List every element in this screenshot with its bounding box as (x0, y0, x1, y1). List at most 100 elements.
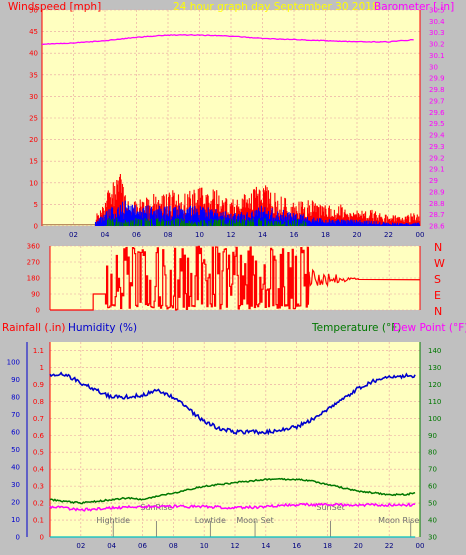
barometer-tick-label: 30.2 (429, 41, 445, 49)
wind-dir-tick-label: 0 (36, 307, 40, 315)
humidity-tick-label: 100 (7, 359, 20, 367)
wind-baro-x-tick-label: 12 (227, 231, 236, 239)
wind-baro-x-tick-label: 00 (416, 231, 425, 239)
astronomy-marker-label: Moon Set (236, 516, 273, 525)
temperature-tick-label: 70 (428, 466, 437, 474)
compass-west-label: W (434, 257, 445, 270)
astronomy-marker-label: Hightide (96, 516, 130, 525)
astronomy-marker-label: SunRise (140, 503, 172, 512)
windspeed-tick-label: 5 (34, 201, 38, 209)
temperature-tick-label: 50 (428, 500, 437, 508)
astronomy-marker-label: Lowtide (195, 516, 226, 525)
barometer-tick-label: 29.4 (429, 132, 445, 140)
barometer-tick-label: 29.7 (429, 97, 445, 105)
temperature-axis-title: Temperature (°F) (311, 322, 401, 334)
wind-baro-x-tick-label: 20 (353, 231, 362, 239)
barometer-tick-label: 29.6 (429, 109, 445, 117)
wind-dir-tick-label: 90 (31, 291, 40, 299)
windspeed-tick-label: 40 (29, 50, 38, 58)
barometer-tick-label: 29.1 (429, 166, 445, 174)
wind-baro-x-tick-label: 08 (164, 231, 173, 239)
windspeed-tick-label: 0 (34, 223, 38, 231)
wind-baro-x-tick-label: 06 (132, 231, 141, 239)
wind-baro-x-tick-label: 10 (195, 231, 204, 239)
wind-baro-x-tick-label: 18 (321, 231, 330, 239)
humidity-temp-x-tick-label: 18 (323, 542, 332, 550)
barometer-series (41, 34, 414, 45)
rainfall-axis-title: Rainfall (.in) (2, 322, 65, 334)
humidity-axis-title: Humidity (%) (68, 322, 137, 334)
barometer-tick-label: 28.9 (429, 188, 445, 196)
barometer-tick-label: 30.3 (429, 29, 445, 37)
rainfall-tick-label: 0 (40, 534, 44, 542)
barometer-tick-label: 29.8 (429, 86, 445, 94)
temperature-tick-label: 40 (428, 517, 437, 525)
humidity-series (49, 371, 416, 436)
barometer-tick-label: 29.5 (429, 120, 445, 128)
humidity-tick-label: 30 (11, 481, 20, 489)
wind-baro-x-tick-label: 14 (258, 231, 267, 239)
barometer-tick-label: 28.6 (429, 223, 445, 231)
humidity-tick-label: 90 (11, 376, 20, 384)
temperature-tick-label: 30 (428, 534, 437, 542)
barometer-tick-label: 29.2 (429, 154, 445, 162)
compass-north-label: N (434, 241, 442, 254)
rainfall-tick-label: 1.1 (33, 347, 44, 355)
temperature-tick-label: 140 (428, 347, 441, 355)
humidity-tick-label: 0 (16, 534, 20, 542)
dewpoint-axis-title: Dew Point (°F) (393, 322, 466, 334)
humidity-tick-label: 40 (11, 464, 20, 472)
wind-baro-x-tick-label: 02 (69, 231, 78, 239)
temperature-tick-label: 80 (428, 449, 437, 457)
wind-direction-series (50, 245, 421, 311)
windspeed-tick-label: 50 (29, 7, 38, 15)
temperature-tick-label: 90 (428, 432, 437, 440)
windspeed-tick-label: 15 (29, 158, 38, 166)
wind-baro-x-tick-label: 16 (290, 231, 299, 239)
humidity-temp-x-tick-label: 12 (231, 542, 240, 550)
barometer-tick-label: 30.4 (429, 18, 445, 26)
humidity-temp-x-tick-label: 16 (292, 542, 301, 550)
rainfall-tick-label: 0.4 (33, 466, 45, 474)
windspeed-tick-label: 45 (29, 28, 38, 36)
windspeed-tick-label: 10 (29, 179, 38, 187)
humidity-temp-x-tick-label: 14 (261, 542, 270, 550)
windspeed-axis-title: Windspeed [mph] (8, 1, 101, 13)
windspeed-tick-label: 30 (29, 93, 38, 101)
rainfall-tick-label: 1 (40, 364, 44, 372)
humidity-temp-x-tick-label: 04 (107, 542, 116, 550)
barometer-tick-label: 30 (429, 63, 438, 71)
chart-date-title: 24 hour graph day September 30 2018 (173, 1, 379, 13)
humidity-temp-x-tick-label: 20 (354, 542, 363, 550)
rainfall-tick-label: 0.3 (33, 483, 44, 491)
rainfall-tick-label: 0.6 (33, 432, 45, 440)
rainfall-tick-label: 0.7 (33, 415, 44, 423)
humidity-temp-x-tick-label: 00 (416, 542, 425, 550)
rainfall-tick-label: 0.8 (33, 398, 44, 406)
rainfall-tick-label: 0.9 (33, 381, 44, 389)
wind-baro-x-tick-label: 22 (384, 231, 393, 239)
rainfall-tick-label: 0.2 (33, 500, 44, 508)
barometer-tick-label: 30.5 (429, 7, 445, 15)
humidity-tick-label: 20 (11, 499, 20, 507)
wind-dir-tick-label: 180 (27, 275, 40, 283)
humidity-tick-label: 80 (11, 394, 20, 402)
barometer-tick-label: 29 (429, 177, 438, 185)
wind-dir-tick-label: 360 (27, 243, 40, 251)
barometer-tick-label: 29.3 (429, 143, 445, 151)
wind-dir-tick-label: 270 (27, 259, 40, 267)
wind-baro-x-tick-label: 04 (101, 231, 110, 239)
humidity-temp-x-tick-label: 06 (138, 542, 147, 550)
barometer-tick-label: 30.1 (429, 52, 445, 60)
barometer-tick-label: 28.7 (429, 211, 445, 219)
barometer-tick-label: 29.9 (429, 75, 445, 83)
rainfall-tick-label: 0.1 (33, 517, 44, 525)
windspeed-tick-label: 20 (29, 136, 38, 144)
temperature-tick-label: 120 (428, 381, 441, 389)
windspeed-low-series (105, 218, 307, 226)
windspeed-tick-label: 25 (29, 115, 38, 123)
dewpoint-series (49, 502, 416, 512)
astronomy-marker-label: SunSet (316, 503, 344, 512)
